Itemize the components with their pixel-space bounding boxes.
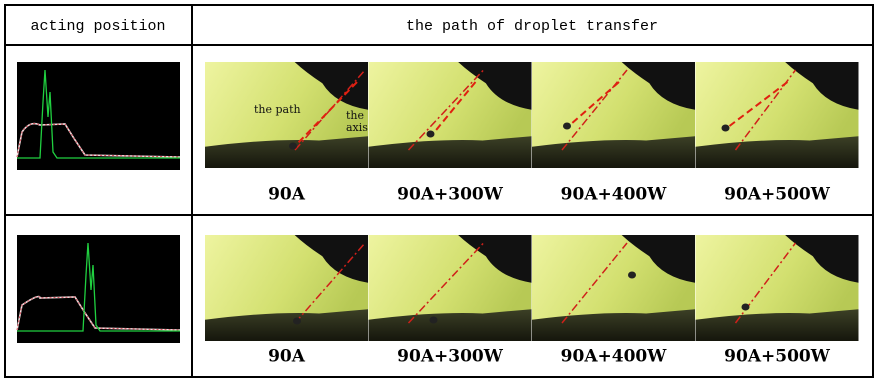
page: acting position the path of droplet tran…	[0, 0, 878, 381]
condition-label: 90A+400W	[561, 347, 668, 367]
droplet	[722, 125, 730, 132]
waveform-plot	[17, 235, 180, 343]
annotation: the path	[254, 104, 324, 116]
condition-label: 90A+300W	[397, 347, 504, 367]
figure-table: acting position the path of droplet tran…	[0, 0, 878, 381]
droplet	[289, 143, 297, 150]
condition-label: 90A	[268, 185, 306, 205]
droplet	[563, 123, 571, 130]
header-right: the path of droplet transfer	[406, 18, 658, 35]
droplet	[427, 131, 435, 138]
condition-label: 90A+300W	[397, 185, 504, 205]
condition-label: 90A+400W	[561, 185, 668, 205]
condition-label: 90A+500W	[724, 185, 831, 205]
condition-label: 90A	[268, 347, 306, 367]
annotation: the axis	[346, 110, 372, 134]
droplet	[430, 317, 438, 324]
waveform-plot	[17, 62, 180, 170]
droplet	[293, 318, 301, 325]
droplet	[628, 272, 636, 279]
condition-label: 90A+500W	[724, 347, 831, 367]
header-left: acting position	[30, 18, 165, 35]
droplet	[742, 304, 750, 311]
